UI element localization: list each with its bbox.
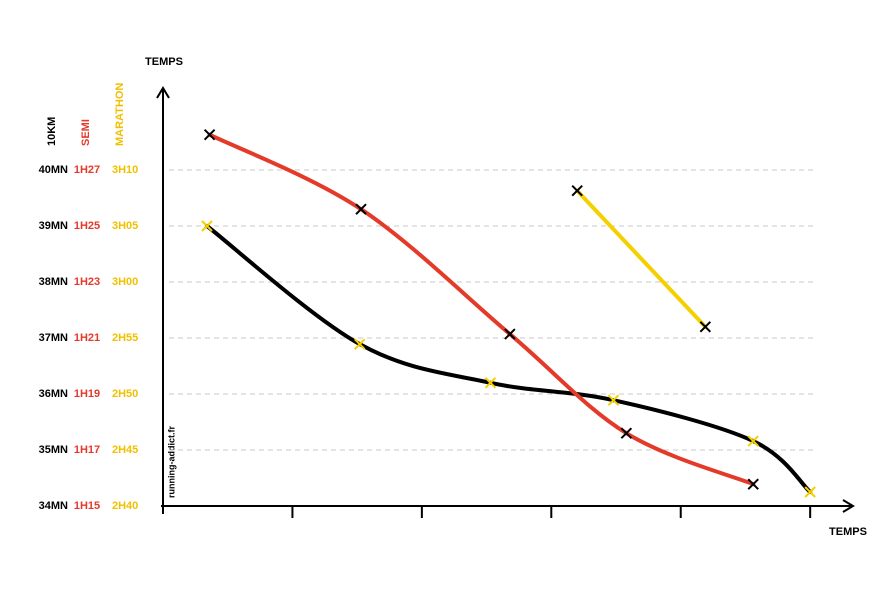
- y-tick-label: 2H40: [112, 500, 138, 512]
- marker: [607, 394, 620, 406]
- y-tick-label: 38MN: [39, 276, 68, 288]
- y-tick-label: 39MN: [39, 220, 68, 232]
- marker: [699, 321, 712, 333]
- y-tick-label: 3H05: [112, 220, 138, 232]
- marker: [203, 129, 216, 141]
- y-tick-label: 40MN: [39, 164, 68, 176]
- y-tick-label: 1H27: [74, 164, 100, 176]
- legend-entry: SEMI: [80, 119, 92, 146]
- y-tick-label: 1H15: [74, 500, 100, 512]
- marker: [484, 377, 497, 389]
- y-tick-label: 1H17: [74, 444, 100, 456]
- marker: [747, 435, 759, 447]
- y-tick-label: 3H00: [112, 276, 138, 288]
- line: [205, 224, 813, 494]
- y-tick-label: 36MN: [39, 388, 68, 400]
- legend-entry: MARATHON: [114, 83, 126, 146]
- y-axis-title: TEMPS: [145, 56, 183, 68]
- watermark: running-addict.fr: [166, 426, 176, 498]
- y-tick-label: 37MN: [39, 332, 68, 344]
- y-tick-label: 1H23: [74, 276, 100, 288]
- y-tick-label: 3H10: [112, 164, 138, 176]
- y-tick-label: 2H55: [112, 332, 138, 344]
- legend-entry: 10KM: [46, 117, 58, 146]
- y-tick-label: 1H19: [74, 388, 100, 400]
- y-tick-label: 2H50: [112, 388, 138, 400]
- x-axis-title: TEMPS: [829, 526, 867, 538]
- y-tick-label: 35MN: [39, 444, 68, 456]
- y-tick-label: 2H45: [112, 444, 138, 456]
- marker: [355, 203, 367, 215]
- marker: [804, 486, 816, 498]
- x-axis: [161, 499, 855, 513]
- marker: [747, 478, 759, 490]
- line: [575, 188, 708, 329]
- marker: [201, 220, 213, 232]
- marker: [620, 427, 633, 439]
- marker: [571, 185, 583, 197]
- marker: [504, 328, 516, 340]
- y-tick-label: 1H25: [74, 220, 100, 232]
- line: [207, 132, 756, 487]
- y-tick-label: 34MN: [39, 500, 68, 512]
- y-axis: [156, 86, 170, 514]
- y-tick-label: 1H21: [74, 332, 100, 344]
- marker: [354, 338, 366, 350]
